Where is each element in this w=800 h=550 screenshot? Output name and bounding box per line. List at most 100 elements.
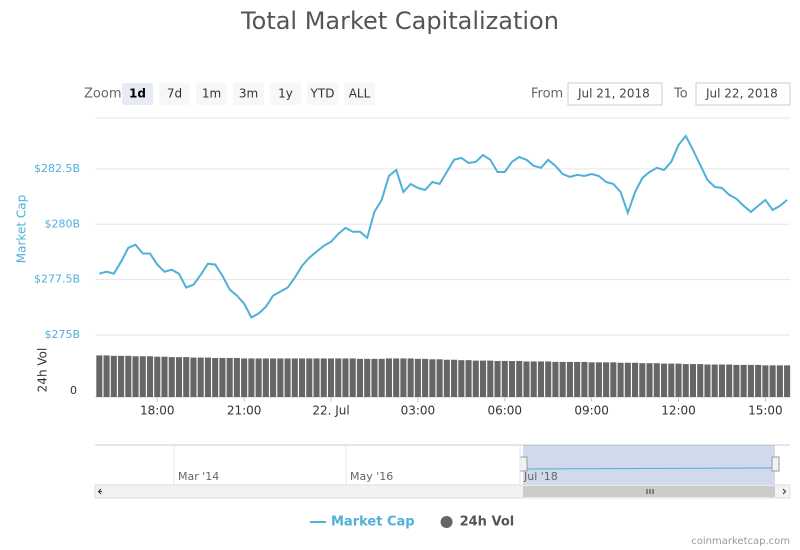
- volume-bar: [697, 364, 704, 397]
- x-tick-label: 15:00: [748, 404, 783, 418]
- volume-bar: [537, 361, 544, 397]
- scroll-right-arrow[interactable]: [782, 488, 787, 495]
- scrollbar-thumb[interactable]: [523, 486, 775, 497]
- zoom-button-label[interactable]: 1y: [278, 87, 293, 101]
- credit: coinmarketcap.com: [691, 536, 790, 547]
- volume-bar: [168, 357, 175, 397]
- navigator-handle[interactable]: [771, 456, 780, 472]
- volume-bar: [226, 358, 233, 397]
- volume-bar: [313, 358, 320, 397]
- x-tick-label: 03:00: [401, 404, 436, 418]
- volume-bar: [306, 358, 313, 397]
- volume-bar: [335, 358, 342, 397]
- volume-bar: [443, 359, 450, 397]
- legend-item[interactable]: Market Cap: [331, 515, 415, 530]
- zoom-button[interactable]: [344, 83, 375, 105]
- volume-bar: [103, 355, 110, 397]
- volume-bar: [494, 361, 501, 397]
- volume-bar: [646, 363, 653, 397]
- zoom-button-label[interactable]: YTD: [310, 87, 335, 101]
- volume-bar: [349, 358, 356, 397]
- volume-bar: [458, 360, 465, 397]
- volume-bar: [327, 358, 335, 397]
- volume-bar: [139, 356, 146, 397]
- navigator-mask[interactable]: [523, 445, 775, 485]
- volume-bar: [422, 358, 429, 397]
- volume-bar: [175, 357, 183, 397]
- volume-bar: [371, 358, 378, 397]
- volume-bar: [523, 361, 530, 397]
- volume-bar: [784, 365, 791, 397]
- volume-bar: [733, 364, 740, 397]
- volume-bar: [96, 355, 103, 397]
- zoom-button[interactable]: [196, 83, 227, 105]
- y-tick-label: $280B: [44, 217, 80, 230]
- zoom-button-label[interactable]: 1m: [202, 87, 221, 101]
- zoom-button[interactable]: [307, 83, 338, 105]
- volume-bar: [407, 358, 414, 397]
- to-label: To: [673, 87, 688, 102]
- to-input[interactable]: [695, 82, 791, 106]
- x-tick-label: 06:00: [487, 404, 522, 418]
- navigator-handle[interactable]: [519, 456, 528, 472]
- chart-title: Total Market Capitalization: [240, 7, 559, 35]
- y-tick-label: $275B: [44, 328, 80, 341]
- volume-bar: [689, 364, 697, 397]
- volume-bar: [660, 363, 668, 397]
- volume-bar: [233, 358, 240, 397]
- x-tick-label: 09:00: [574, 404, 609, 418]
- volume-bar: [262, 358, 269, 397]
- volume-bar: [255, 358, 262, 397]
- volume-bar: [704, 364, 711, 397]
- volume-bar: [508, 361, 516, 397]
- volume-bar: [161, 356, 168, 397]
- volume-bar: [118, 355, 125, 397]
- volume-bar: [451, 359, 458, 397]
- zoom-button[interactable]: [270, 83, 301, 105]
- volume-bar: [726, 364, 733, 397]
- to-input-value[interactable]: Jul 22, 2018: [705, 87, 778, 101]
- volume-bar: [378, 358, 385, 397]
- volume-bar: [212, 358, 219, 397]
- volume-bar: [436, 359, 443, 397]
- volume-bar: [480, 360, 487, 397]
- x-tick-label: 22. Jul: [312, 404, 349, 418]
- volume-bar: [595, 362, 602, 397]
- volume-bar: [154, 356, 161, 397]
- volume-bar: [146, 356, 154, 397]
- volume-bar: [320, 358, 327, 397]
- volume-bar: [639, 363, 646, 397]
- from-input[interactable]: [567, 82, 663, 106]
- volume-bar: [740, 364, 747, 397]
- volume-bar: [718, 364, 725, 397]
- volume-bar: [552, 361, 559, 397]
- from-input-value[interactable]: Jul 21, 2018: [577, 87, 650, 101]
- zoom-button-label[interactable]: ALL: [349, 87, 371, 101]
- volume-bar: [762, 365, 769, 397]
- zoom-button-label[interactable]: 1d: [129, 87, 146, 101]
- volume-bar: [132, 356, 139, 397]
- volume-bar: [270, 358, 277, 397]
- navigator-label: Jul '18: [523, 470, 558, 483]
- volume-bar: [241, 358, 248, 397]
- y-axis-label: Market Cap: [15, 195, 29, 263]
- legend-item[interactable]: 24h Vol: [460, 515, 515, 530]
- zoom-button-label[interactable]: 7d: [167, 87, 182, 101]
- navigator: [95, 445, 790, 485]
- market-cap-line: [99, 134, 788, 319]
- scroll-left-arrow[interactable]: [97, 488, 103, 495]
- volume-bar: [125, 355, 132, 397]
- volume-bar: [385, 358, 392, 397]
- volume-bar: [581, 361, 588, 397]
- volume-bar: [248, 358, 255, 397]
- zoom-button[interactable]: [159, 83, 190, 105]
- volume-bar: [110, 355, 117, 397]
- volume-bar: [545, 361, 552, 397]
- zoom-button[interactable]: [233, 83, 264, 105]
- volume-bar: [364, 358, 371, 397]
- zoom-button[interactable]: [122, 83, 153, 105]
- volume-bar: [219, 358, 226, 397]
- y-tick-label: $277.5B: [34, 273, 80, 286]
- zoom-button-label[interactable]: 3m: [239, 87, 258, 101]
